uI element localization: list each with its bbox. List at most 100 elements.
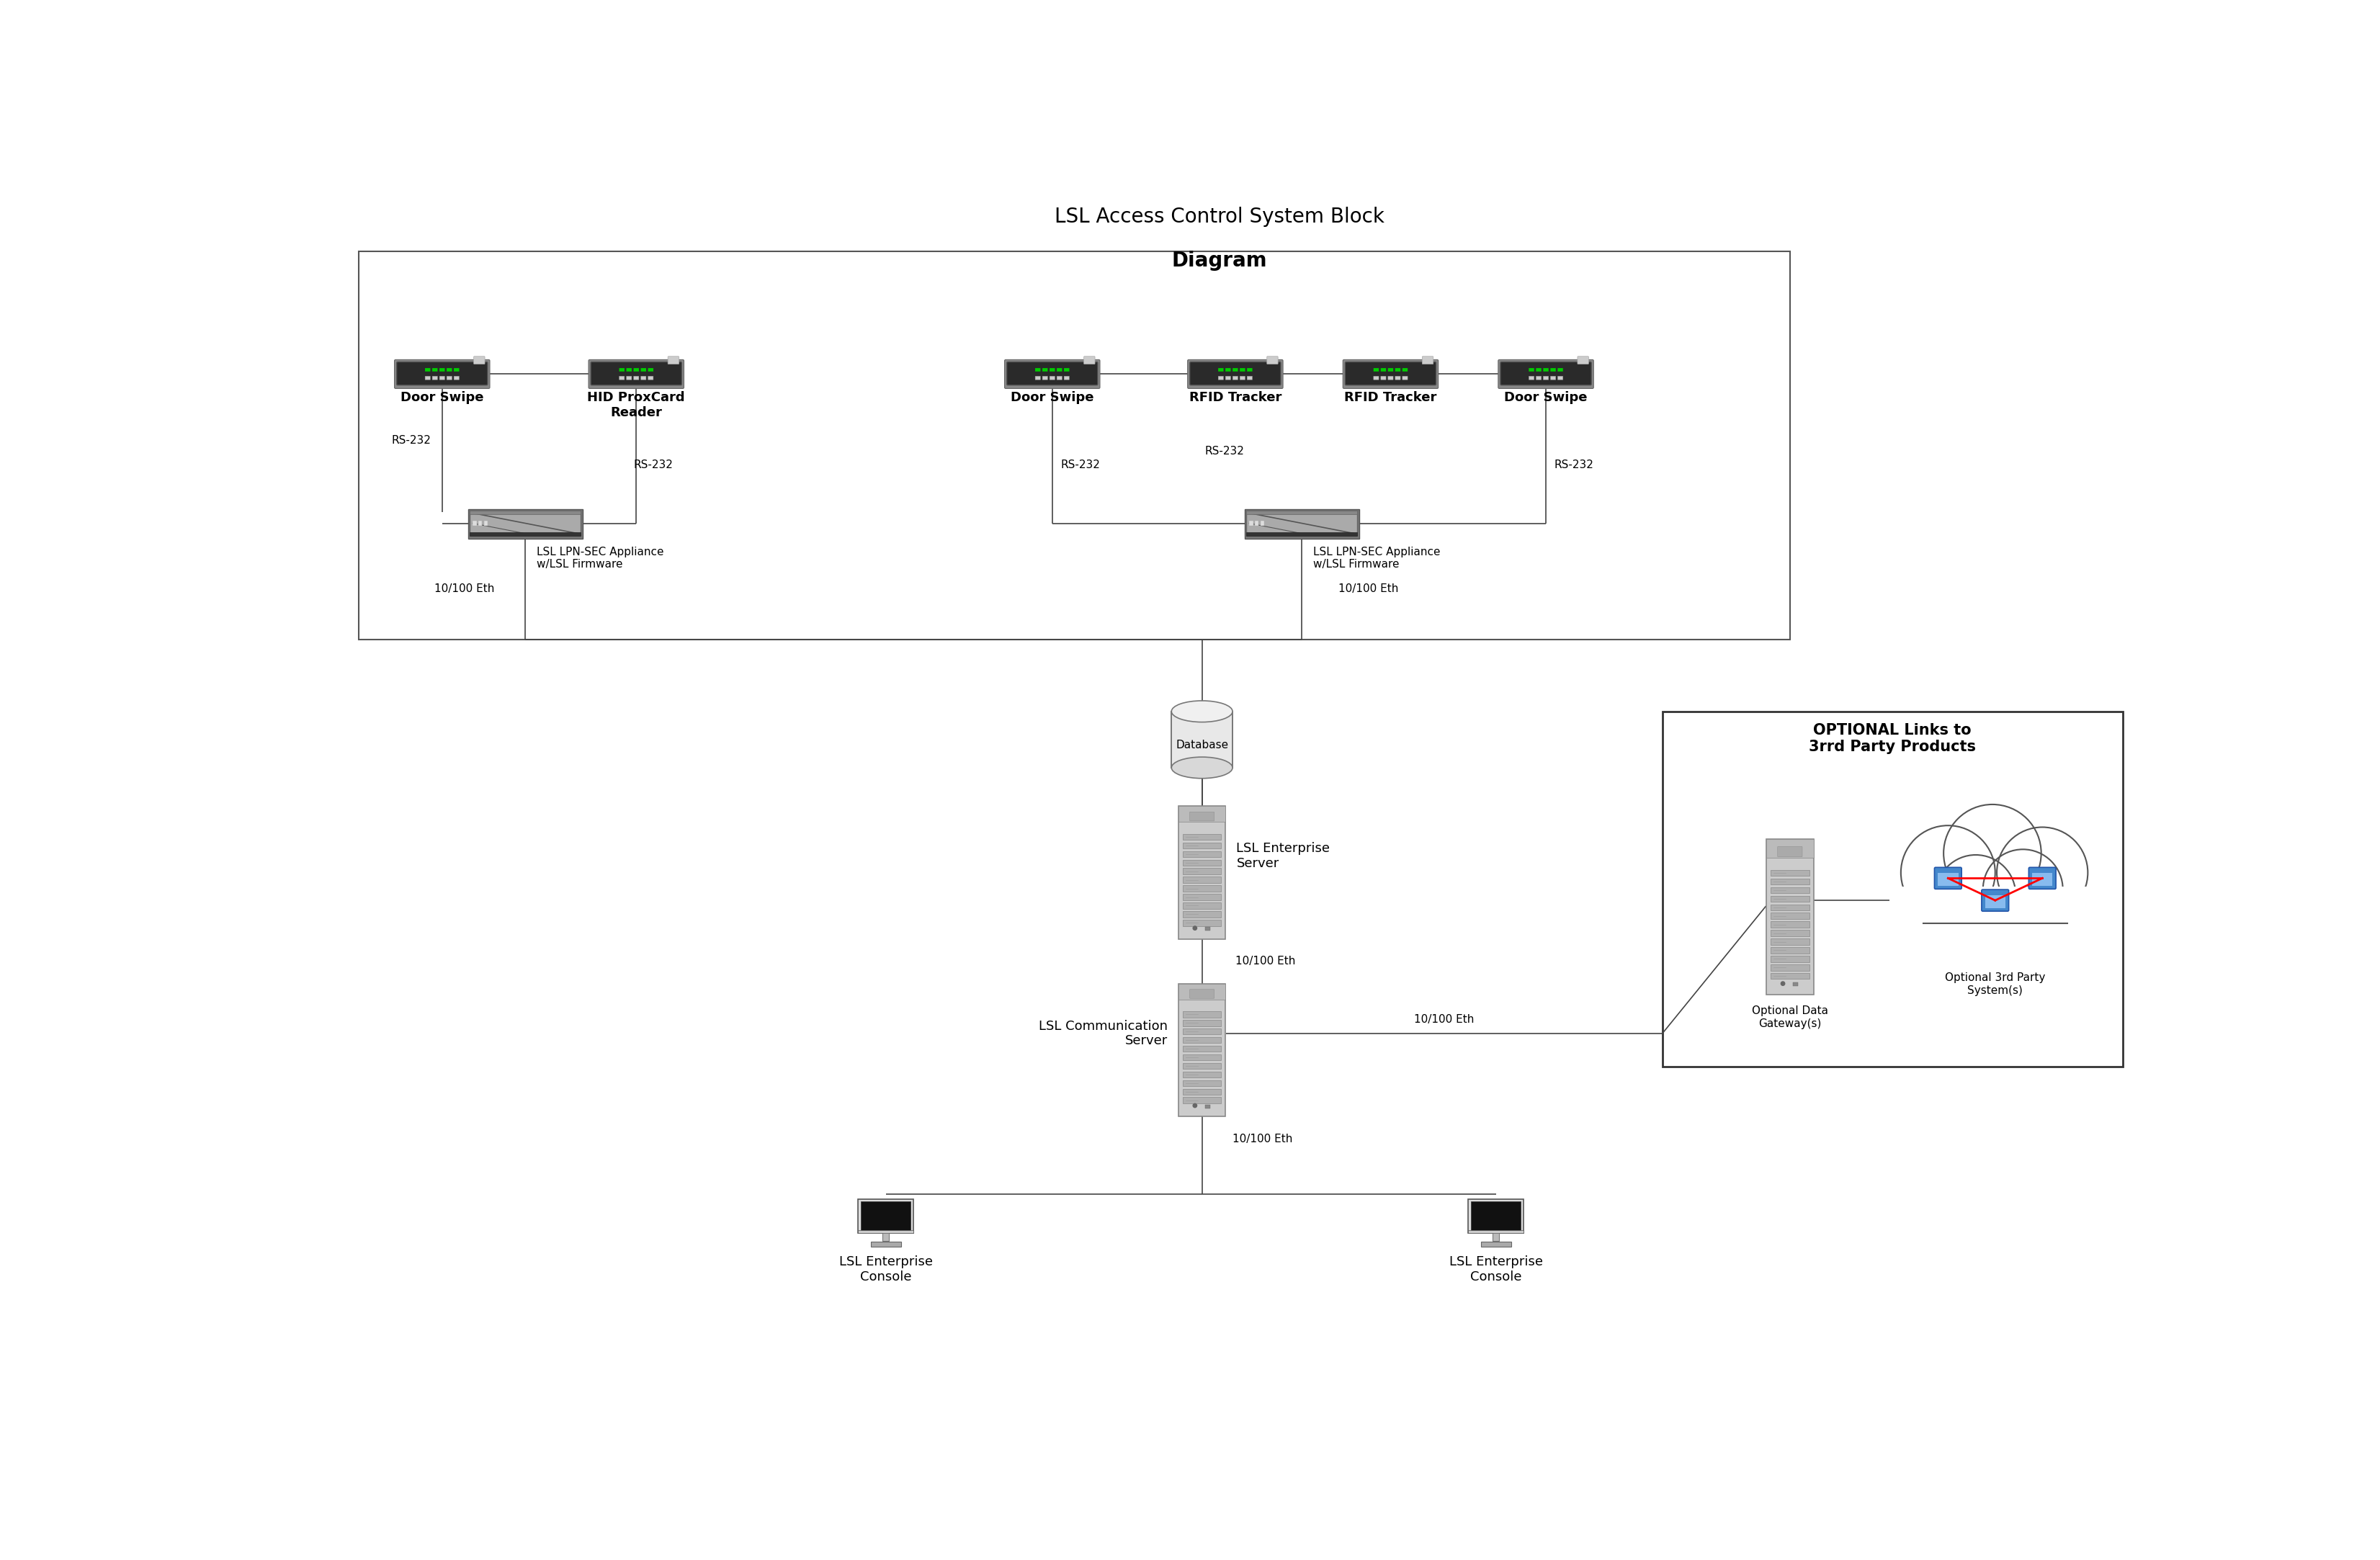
- Text: LSL LPN-SEC Appliance
w/LSL Firmware: LSL LPN-SEC Appliance w/LSL Firmware: [1314, 546, 1440, 569]
- Bar: [469, 532, 581, 535]
- Circle shape: [1192, 927, 1197, 930]
- Bar: [1261, 521, 1264, 526]
- Bar: [1771, 888, 1809, 894]
- Bar: [1766, 839, 1814, 858]
- FancyBboxPatch shape: [619, 376, 624, 379]
- Circle shape: [1997, 827, 2087, 919]
- FancyBboxPatch shape: [1266, 356, 1278, 363]
- FancyBboxPatch shape: [669, 356, 678, 363]
- Bar: [1771, 973, 1809, 980]
- FancyBboxPatch shape: [1190, 362, 1280, 385]
- Bar: [1492, 1232, 1499, 1242]
- Bar: [1183, 842, 1221, 849]
- FancyBboxPatch shape: [1395, 368, 1399, 371]
- Text: Database: Database: [1176, 739, 1228, 750]
- Bar: [1468, 1229, 1523, 1232]
- FancyBboxPatch shape: [1050, 376, 1054, 379]
- Text: RFID Tracker: RFID Tracker: [1190, 392, 1280, 404]
- FancyBboxPatch shape: [433, 368, 438, 371]
- FancyBboxPatch shape: [1219, 368, 1223, 371]
- FancyBboxPatch shape: [397, 362, 488, 385]
- Bar: [1183, 835, 1221, 839]
- Bar: [1171, 711, 1233, 768]
- Bar: [1178, 983, 1226, 1000]
- Bar: [1245, 509, 1359, 538]
- Text: 10/100 Eth: 10/100 Eth: [433, 583, 495, 594]
- FancyBboxPatch shape: [395, 360, 490, 388]
- FancyBboxPatch shape: [440, 376, 445, 379]
- Text: Diagram: Diagram: [1171, 251, 1269, 271]
- Bar: [1204, 1104, 1211, 1108]
- FancyBboxPatch shape: [1388, 376, 1392, 379]
- Bar: [469, 510, 581, 515]
- FancyBboxPatch shape: [474, 356, 486, 363]
- Circle shape: [1902, 825, 1994, 920]
- FancyBboxPatch shape: [433, 376, 438, 379]
- FancyBboxPatch shape: [1057, 368, 1061, 371]
- Bar: [1183, 1011, 1221, 1017]
- Bar: [1183, 894, 1221, 900]
- Bar: [1771, 905, 1809, 911]
- FancyBboxPatch shape: [426, 376, 431, 379]
- FancyBboxPatch shape: [2028, 867, 2056, 889]
- FancyBboxPatch shape: [1578, 356, 1587, 363]
- Circle shape: [1780, 981, 1785, 986]
- Bar: [1183, 1037, 1221, 1044]
- FancyBboxPatch shape: [1557, 368, 1564, 371]
- Bar: [859, 1229, 914, 1232]
- FancyBboxPatch shape: [626, 368, 631, 371]
- FancyBboxPatch shape: [626, 376, 631, 379]
- FancyBboxPatch shape: [447, 368, 452, 371]
- Bar: [1766, 839, 1814, 995]
- FancyBboxPatch shape: [1004, 360, 1100, 388]
- Circle shape: [1935, 855, 2016, 934]
- Text: 10/100 Eth: 10/100 Eth: [1414, 1014, 1473, 1025]
- FancyBboxPatch shape: [1342, 360, 1438, 388]
- Text: Door Swipe: Door Swipe: [400, 392, 483, 404]
- Bar: [1771, 870, 1809, 877]
- FancyBboxPatch shape: [1064, 368, 1069, 371]
- Bar: [1771, 964, 1809, 970]
- Bar: [1178, 983, 1226, 1117]
- Bar: [1183, 1089, 1221, 1095]
- FancyBboxPatch shape: [619, 368, 624, 371]
- FancyBboxPatch shape: [647, 376, 652, 379]
- FancyBboxPatch shape: [1983, 889, 2009, 911]
- FancyBboxPatch shape: [1226, 376, 1230, 379]
- Text: RS-232: RS-232: [393, 435, 431, 446]
- FancyBboxPatch shape: [1935, 867, 1961, 889]
- FancyBboxPatch shape: [1042, 376, 1047, 379]
- Text: RFID Tracker: RFID Tracker: [1345, 392, 1438, 404]
- Text: Door Swipe: Door Swipe: [1012, 392, 1095, 404]
- FancyBboxPatch shape: [455, 376, 459, 379]
- Text: 10/100 Eth: 10/100 Eth: [1235, 956, 1295, 967]
- Bar: [1985, 895, 2006, 908]
- Text: 10/100 Eth: 10/100 Eth: [1338, 583, 1399, 594]
- FancyBboxPatch shape: [1402, 376, 1407, 379]
- Text: OPTIONAL Links to
3rrd Party Products: OPTIONAL Links to 3rrd Party Products: [1809, 722, 1975, 753]
- Bar: [1250, 521, 1252, 526]
- Bar: [1792, 983, 1799, 986]
- FancyBboxPatch shape: [1778, 847, 1802, 856]
- FancyBboxPatch shape: [1219, 376, 1223, 379]
- FancyBboxPatch shape: [1542, 376, 1549, 379]
- Circle shape: [1944, 805, 2042, 902]
- Bar: [1771, 913, 1809, 919]
- Bar: [1183, 1097, 1221, 1103]
- FancyBboxPatch shape: [640, 368, 645, 371]
- Text: LSL LPN-SEC Appliance
w/LSL Firmware: LSL LPN-SEC Appliance w/LSL Firmware: [536, 546, 664, 569]
- Text: 10/100 Eth: 10/100 Eth: [1233, 1134, 1292, 1143]
- Bar: [1183, 1020, 1221, 1026]
- Bar: [883, 1232, 890, 1242]
- Text: LSL Communication
Server: LSL Communication Server: [1038, 1020, 1169, 1047]
- Circle shape: [1983, 849, 2063, 930]
- Ellipse shape: [1171, 757, 1233, 778]
- Bar: [1247, 510, 1357, 515]
- FancyBboxPatch shape: [1535, 376, 1542, 379]
- FancyBboxPatch shape: [1188, 360, 1283, 388]
- Bar: [1183, 920, 1221, 927]
- FancyBboxPatch shape: [447, 376, 452, 379]
- FancyBboxPatch shape: [440, 368, 445, 371]
- FancyBboxPatch shape: [1226, 368, 1230, 371]
- Bar: [1771, 939, 1809, 945]
